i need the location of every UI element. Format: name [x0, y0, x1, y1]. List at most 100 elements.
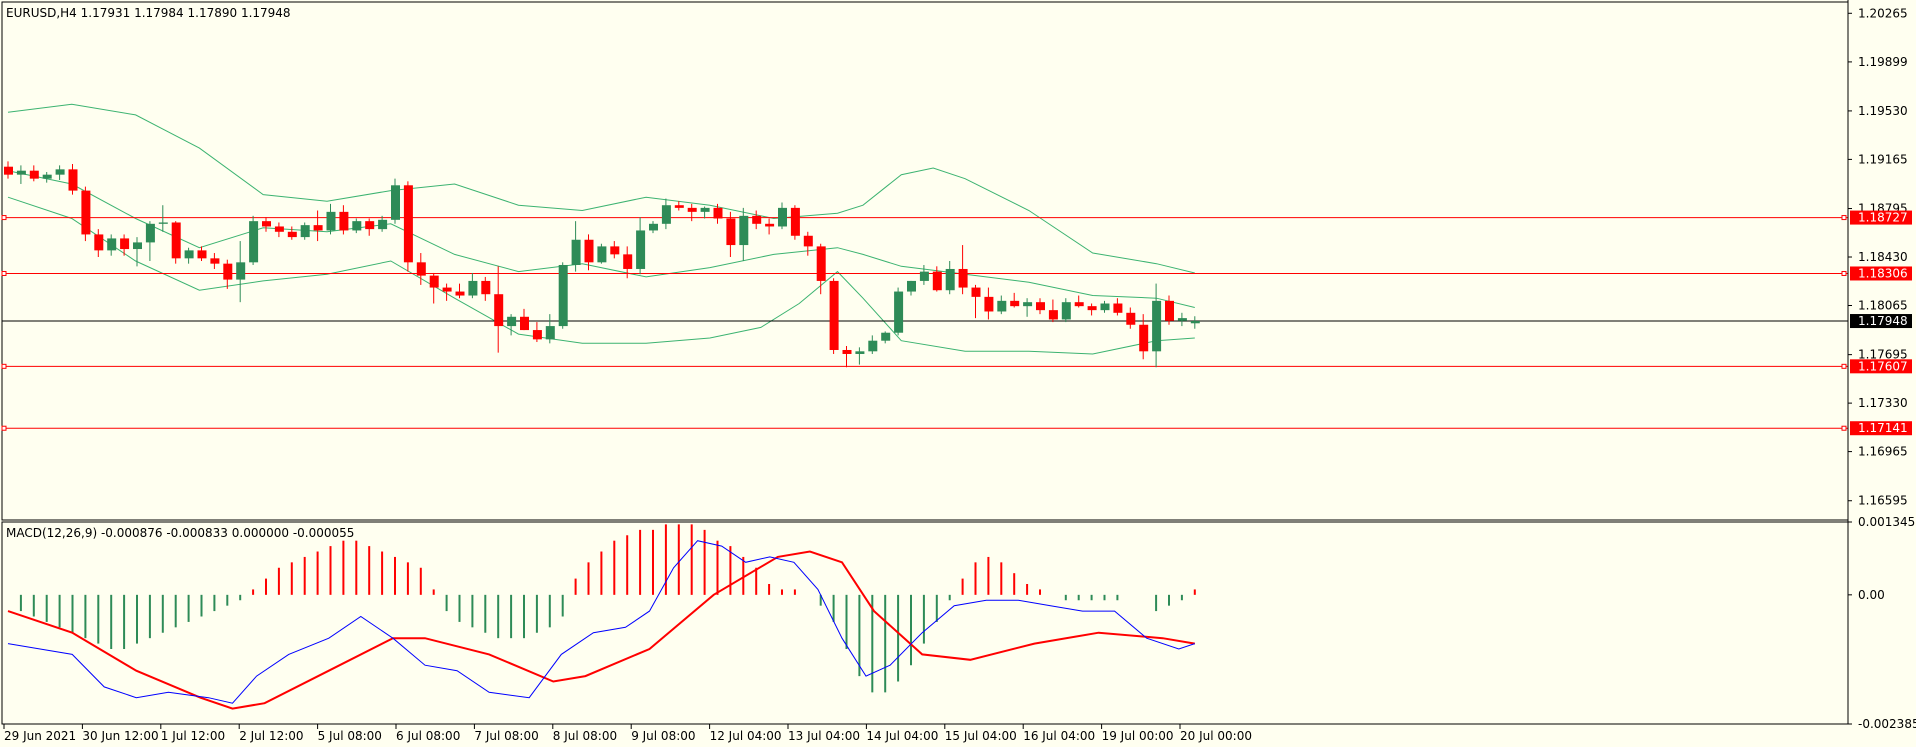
level-handle-right — [1841, 363, 1847, 369]
candle-body — [184, 250, 194, 259]
candle-body — [1165, 300, 1174, 321]
bollinger-bands — [7, 103, 1195, 355]
candle-body — [765, 223, 775, 227]
level-price-label: 1.17141 — [1858, 421, 1908, 435]
price-axis-label: 1.18430 — [1858, 250, 1908, 264]
candle-body — [894, 291, 904, 333]
candle-body — [1152, 300, 1162, 352]
candle-body — [752, 215, 762, 224]
candle-body — [365, 221, 375, 230]
candle-body — [1177, 318, 1187, 321]
candle-body — [403, 185, 413, 263]
level-price-tag — [1850, 266, 1912, 281]
candle-body — [429, 275, 439, 288]
price-axis-label: 1.19165 — [1858, 152, 1908, 166]
candle-body — [223, 263, 233, 280]
time-axis-label: 12 Jul 04:00 — [710, 729, 782, 743]
candle-body — [1190, 321, 1200, 324]
candle-body — [726, 218, 736, 246]
candle-body — [713, 207, 723, 219]
candle-body — [120, 238, 130, 250]
candle-body — [545, 326, 555, 340]
candle-body — [507, 316, 517, 327]
time-axis-label: 6 Jul 08:00 — [396, 729, 460, 743]
candle-body — [997, 300, 1007, 312]
time-axis-label: 7 Jul 08:00 — [474, 729, 538, 743]
candle-body — [520, 316, 529, 331]
level-price-tag — [1850, 210, 1912, 225]
time-axis-label: 8 Jul 08:00 — [553, 729, 617, 743]
bollinger-middle-line — [7, 170, 1195, 308]
candle-body — [391, 185, 400, 220]
price-axis-label: 1.16965 — [1858, 445, 1908, 459]
candle-body — [68, 169, 78, 191]
level-handle-left — [1, 270, 7, 276]
candle-body — [29, 170, 39, 179]
time-axis-label: 16 Jul 04:00 — [1023, 729, 1095, 743]
time-axis-label: 1 Jul 12:00 — [161, 729, 225, 743]
current-price-label: 1.17948 — [1858, 314, 1908, 328]
time-axis-label: 13 Jul 04:00 — [788, 729, 860, 743]
candle-body — [558, 264, 568, 327]
candle-body — [339, 211, 349, 231]
macd-axis-label: -0.002385 — [1858, 717, 1916, 731]
candle-body — [4, 166, 13, 175]
candle-body — [907, 280, 916, 292]
candle-body — [597, 246, 607, 263]
candle-body — [571, 239, 581, 265]
level-handle-right — [1841, 215, 1847, 221]
candle-body — [55, 169, 65, 175]
candle-body — [249, 221, 259, 263]
time-axis-label: 9 Jul 08:00 — [631, 729, 695, 743]
candle-body — [700, 207, 710, 212]
time-axis-label: 5 Jul 08:00 — [318, 729, 382, 743]
candles — [4, 161, 1200, 368]
macd-lines — [7, 540, 1195, 710]
candle-body — [158, 222, 168, 224]
candle-body — [739, 215, 749, 246]
macd-panel-border — [1, 521, 1849, 725]
candle-body — [1061, 302, 1071, 320]
time-axis-label: 19 Jul 00:00 — [1102, 729, 1174, 743]
macd-header: MACD(12,26,9) -0.000876 -0.000833 0.0000… — [6, 526, 354, 540]
price-axis: 1.202651.198991.195301.191651.187951.184… — [1847, 0, 1916, 731]
macd-signal-line — [7, 550, 1195, 710]
price-axis-label: 1.20265 — [1858, 6, 1908, 20]
bollinger-upper-line — [7, 103, 1195, 274]
horizontal-levels[interactable] — [1, 215, 1848, 431]
candle-body — [1139, 324, 1149, 352]
current-price-tag — [1850, 314, 1912, 329]
time-axis-label: 2 Jul 12:00 — [239, 729, 303, 743]
candle-body — [1126, 312, 1136, 325]
level-handle-left — [1, 425, 7, 431]
candle-body — [468, 280, 478, 296]
price-panel-border — [1, 1, 1849, 521]
candle-body — [674, 205, 684, 208]
candle-body — [197, 250, 207, 259]
bollinger-lower-line — [7, 196, 1195, 355]
candle-body — [881, 332, 891, 341]
candle-body — [1036, 302, 1045, 311]
candle-body — [1113, 303, 1123, 313]
candle-body — [94, 234, 104, 251]
candle-body — [442, 287, 452, 292]
candle-body — [855, 351, 865, 354]
candle-body — [326, 211, 336, 231]
candle-body — [803, 235, 813, 247]
price-axis-label: 1.19899 — [1858, 55, 1908, 69]
candle-body — [971, 287, 981, 297]
price-axis-label: 1.17695 — [1858, 348, 1908, 362]
candle-body — [1100, 303, 1110, 311]
candle-body — [932, 271, 942, 291]
candle-body — [816, 246, 826, 281]
candle-body — [610, 246, 620, 255]
candle-body — [300, 225, 310, 238]
candle-body — [313, 225, 323, 231]
macd-histogram — [19, 524, 1196, 693]
candle-body — [287, 231, 297, 238]
price-axis-label: 1.17330 — [1858, 396, 1908, 410]
candle-body — [868, 340, 878, 352]
candle-body — [790, 207, 800, 236]
